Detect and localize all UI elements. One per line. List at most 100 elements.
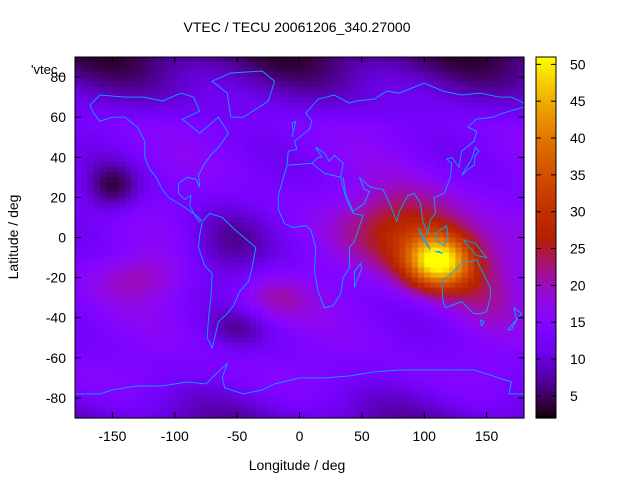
heatmap-cell (93, 297, 101, 304)
heatmap-cell (87, 357, 95, 364)
heatmap-cell (442, 202, 450, 209)
heatmap-cell (318, 62, 326, 68)
heatmap-cell (505, 302, 513, 309)
heatmap-cell (255, 257, 263, 264)
heatmap-cell (118, 262, 126, 269)
heatmap-cell (181, 397, 188, 404)
heatmap-cell (143, 177, 151, 183)
heatmap-cell (324, 277, 332, 284)
heatmap-cell (118, 252, 126, 259)
heatmap-cell (230, 367, 238, 374)
heatmap-cell (75, 157, 82, 163)
heatmap-cell (449, 267, 457, 274)
heatmap-cell (430, 107, 438, 113)
heatmap-cell (143, 302, 151, 309)
heatmap-cell (517, 132, 525, 138)
heatmap-cell (436, 377, 444, 384)
heatmap-cell (156, 107, 163, 113)
heatmap-cell (511, 197, 519, 203)
heatmap-cell (486, 77, 494, 83)
heatmap-cell (75, 167, 82, 173)
heatmap-cell (393, 137, 400, 143)
heatmap-cell (305, 302, 313, 309)
heatmap-cell (405, 317, 413, 324)
heatmap-cell (75, 112, 82, 118)
heatmap-cell (75, 152, 82, 158)
heatmap-cell (255, 127, 263, 133)
heatmap-cell (336, 287, 344, 294)
heatmap-cell (187, 157, 195, 163)
heatmap-cell (118, 372, 126, 379)
heatmap-cell (224, 342, 232, 349)
heatmap-cell (480, 292, 488, 299)
heatmap-cell (299, 372, 307, 379)
heatmap-cell (149, 257, 157, 264)
heatmap-cell (205, 337, 213, 344)
heatmap-cell (436, 222, 444, 229)
heatmap-cell (174, 82, 182, 88)
heatmap-cell (393, 77, 400, 83)
heatmap-cell (131, 152, 138, 158)
heatmap-cell (193, 337, 201, 344)
heatmap-cell (324, 242, 332, 249)
heatmap-cell (467, 347, 475, 354)
heatmap-cell (249, 317, 257, 324)
heatmap-cell (368, 327, 375, 334)
heatmap-cell (405, 352, 413, 359)
heatmap-cell (399, 362, 407, 369)
heatmap-cell (243, 292, 251, 299)
heatmap-cell (492, 307, 500, 314)
heatmap-cell (505, 322, 513, 329)
heatmap-cell (262, 87, 269, 93)
heatmap-cell (393, 272, 400, 279)
heatmap-cell (393, 267, 400, 274)
heatmap-cell (237, 212, 244, 219)
heatmap-cell (237, 207, 244, 214)
heatmap-cell (118, 137, 126, 143)
heatmap-cell (311, 62, 319, 68)
heatmap-cell (268, 57, 276, 63)
heatmap-cell (318, 82, 326, 88)
heatmap-cell (436, 122, 444, 128)
heatmap-cell (480, 312, 488, 319)
heatmap-cell (442, 127, 450, 133)
heatmap-cell (81, 392, 89, 399)
heatmap-cell (205, 117, 213, 123)
heatmap-cell (436, 307, 444, 314)
heatmap-cell (137, 97, 145, 103)
heatmap-cell (461, 397, 469, 404)
heatmap-cell (417, 327, 425, 334)
heatmap-cell (449, 137, 457, 143)
heatmap-cell (355, 187, 363, 193)
heatmap-cell (299, 127, 307, 133)
heatmap-cell (293, 322, 301, 329)
heatmap-cell (99, 127, 107, 133)
heatmap-cell (318, 112, 326, 118)
heatmap-cell (293, 297, 301, 304)
heatmap-cell (311, 372, 319, 379)
heatmap-cell (255, 72, 263, 78)
heatmap-cell (405, 272, 413, 279)
heatmap-cell (467, 77, 475, 83)
heatmap-cell (355, 222, 363, 229)
heatmap-cell (224, 337, 232, 344)
heatmap-cell (336, 72, 344, 78)
heatmap-cell (162, 132, 170, 138)
heatmap-cell (255, 202, 263, 209)
heatmap-cell (212, 347, 220, 354)
heatmap-cell (424, 277, 432, 284)
heatmap-cell (268, 202, 276, 209)
heatmap-cell (499, 132, 506, 138)
heatmap-cell (93, 92, 101, 98)
heatmap-cell (299, 252, 307, 259)
heatmap-cell (212, 222, 220, 229)
heatmap-cell (143, 137, 151, 143)
heatmap-cell (299, 107, 307, 113)
heatmap-cell (237, 177, 244, 183)
heatmap-cell (287, 397, 294, 404)
heatmap-cell (380, 397, 388, 404)
heatmap-cell (75, 182, 82, 188)
heatmap-cell (474, 57, 481, 63)
heatmap-cell (237, 152, 244, 158)
heatmap-cell (287, 177, 294, 183)
